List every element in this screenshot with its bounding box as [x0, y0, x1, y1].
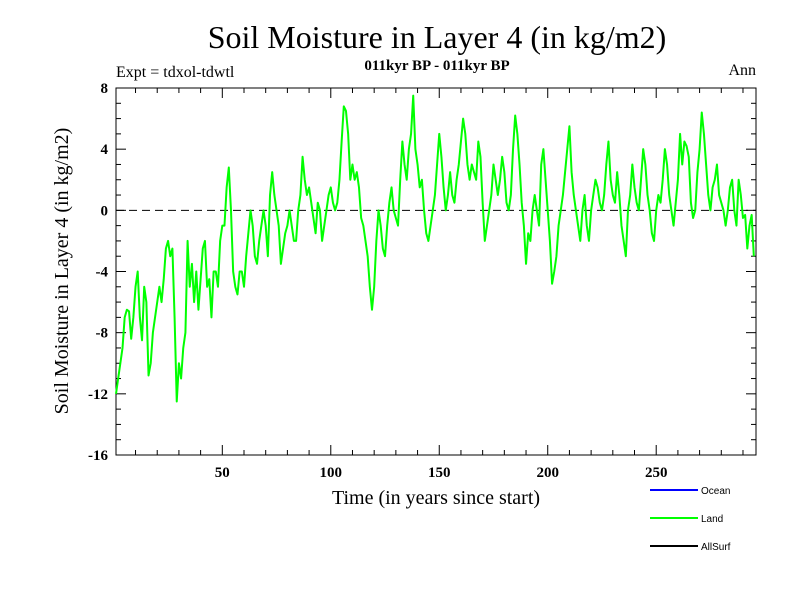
series-line-land: [115, 94, 755, 403]
legend-label-land: Land: [701, 514, 723, 525]
x-axis-label: Time (in years since start): [332, 487, 540, 509]
y-axis-label: Soil Moisture in Layer 4 (in kg/m2): [51, 128, 73, 415]
y-tick-label: 8: [101, 81, 109, 97]
x-tick-label: 100: [320, 465, 343, 481]
y-axis-ticks: -16 -12 -8 -4 0 4 8: [88, 81, 756, 464]
y-tick-label: -12: [88, 387, 108, 403]
series-layer: [115, 94, 755, 403]
x-axis-ticks: 50 100 150 200 250: [135, 88, 744, 481]
legend-label-allsurf: AllSurf: [701, 542, 731, 553]
period-label: Ann: [728, 62, 756, 79]
y-tick-label: 4: [101, 142, 109, 158]
y-tick-label: -4: [96, 265, 109, 281]
y-tick-label: -16: [88, 448, 108, 464]
x-tick-label: 50: [215, 465, 230, 481]
legend: Ocean Land AllSurf: [650, 486, 731, 553]
plot-frame: [115, 87, 757, 456]
x-tick-label: 250: [645, 465, 668, 481]
y-tick-label: 0: [101, 203, 109, 219]
expt-label: Expt = tdxol-tdwtl: [116, 64, 235, 81]
chart-title: Soil Moisture in Layer 4 (in kg/m2): [208, 19, 667, 55]
x-tick-label: 200: [536, 465, 559, 481]
chart-subtitle: 011kyr BP - 011kyr BP: [364, 58, 509, 74]
legend-label-ocean: Ocean: [701, 486, 730, 497]
x-tick-label: 150: [428, 465, 451, 481]
y-tick-label: -8: [96, 326, 109, 342]
